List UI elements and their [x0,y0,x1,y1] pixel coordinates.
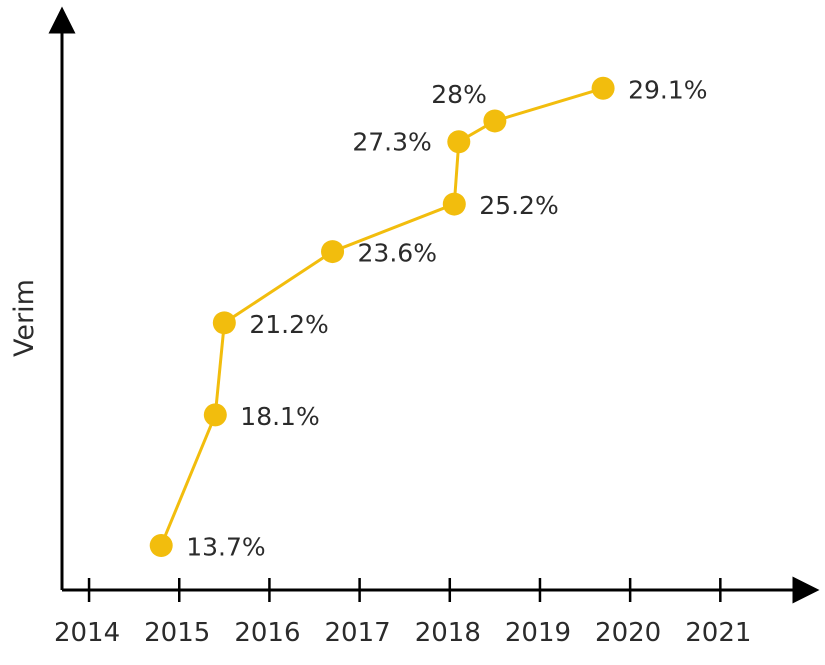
data-label-7: 28% [431,80,487,109]
series-verim [149,76,615,557]
x-tick-label-2019: 2019 [505,618,571,648]
data-point-7 [483,109,507,133]
data-label-1: 13.7% [186,532,265,561]
data-label-6: 27.3% [352,128,431,157]
data-point-3 [212,311,236,335]
data-label-5: 25.2% [479,191,558,220]
x-tick-label-2021: 2021 [685,618,751,648]
x-tick-label-2017: 2017 [325,618,391,648]
data-point-6 [447,130,471,154]
data-label-3: 21.2% [249,310,328,339]
data-label-2: 18.1% [240,402,319,431]
data-labels: 13.7% 18.1% 21.2% 23.6% 25.2% 27.3%28% 29.1% [186,75,707,561]
x-tick-label-2016: 2016 [234,618,300,648]
data-point-1 [149,533,173,557]
data-point-2 [203,403,227,427]
x-tick-label-2018: 2018 [415,618,481,648]
x-tick-label-2014: 2014 [54,618,120,648]
data-point-4 [321,240,345,264]
x-ticks: 2014 2015 2016 2017 2018 2019 2020 2021 [54,578,751,648]
data-label-8: 29.1% [628,75,707,104]
data-point-5 [442,192,466,216]
x-tick-label-2020: 2020 [595,618,661,648]
x-tick-label-2015: 2015 [144,618,210,648]
data-label-4: 23.6% [358,239,437,268]
y-axis-title: Verim [9,279,40,357]
data-point-8 [591,76,615,100]
